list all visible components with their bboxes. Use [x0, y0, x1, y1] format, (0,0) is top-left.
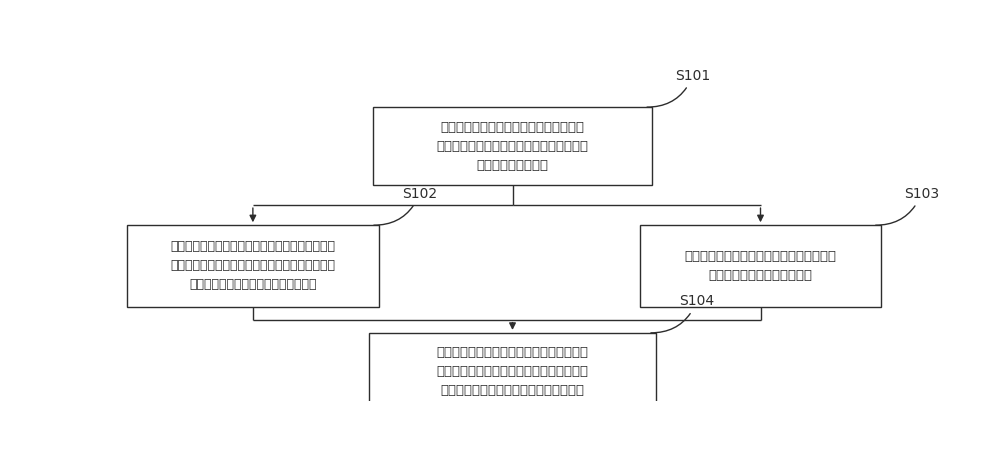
Bar: [369, 333, 656, 411]
Text: 将待分析的实时数据输入至第一量化影响模型，对
各算法模型进行评分，根据评分结果，获取最佳模
型，通过最佳模型获取第一影响量化值: 将待分析的实时数据输入至第一量化影响模型，对 各算法模型进行评分，根据评分结果，…: [170, 240, 335, 291]
Text: S102: S102: [374, 187, 437, 225]
Bar: [373, 107, 652, 185]
Bar: [640, 225, 881, 307]
Text: 将待分析的实时数据输入至所述第二量化影
响模型，获取第二影响量化值: 将待分析的实时数据输入至所述第二量化影 响模型，获取第二影响量化值: [684, 250, 836, 282]
Bar: [127, 225, 379, 307]
Text: S103: S103: [876, 187, 939, 225]
Text: S101: S101: [647, 69, 710, 107]
Text: 获取样本数据，并对所述样本数据进行标
定，根据标定后的样本数据建立量化影响模
型，并对其进行训练: 获取样本数据，并对所述样本数据进行标 定，根据标定后的样本数据建立量化影响模 型…: [436, 121, 588, 172]
Text: 根据样本数据量和业务需求选择第一量化影
响模型或第二量化影响模型，获取影响量化
值，完成量化特征指标对标签影响的分析: 根据样本数据量和业务需求选择第一量化影 响模型或第二量化影响模型，获取影响量化 …: [436, 346, 588, 397]
Text: S104: S104: [651, 295, 714, 333]
